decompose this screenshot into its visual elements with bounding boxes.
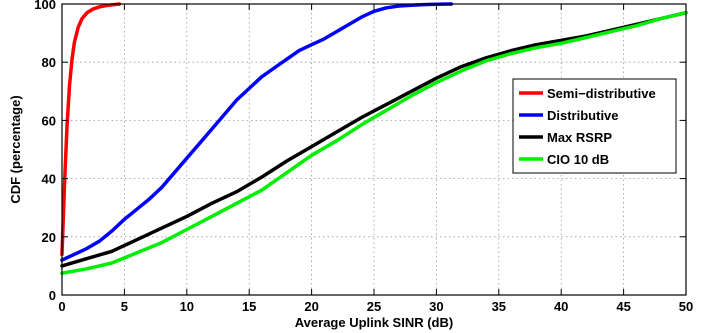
y-tick-labels: 0 20 40 60 80 100 bbox=[34, 0, 56, 303]
series-line bbox=[60, 10, 688, 275]
x-tick-label: 25 bbox=[367, 299, 381, 314]
x-tick-label: 35 bbox=[492, 299, 506, 314]
legend-label: CIO 10 dB bbox=[547, 152, 609, 167]
x-tick-label: 45 bbox=[616, 299, 630, 314]
y-tick-label: 40 bbox=[42, 172, 56, 187]
y-tick-label: 80 bbox=[42, 55, 56, 70]
x-tick-label: 5 bbox=[121, 299, 128, 314]
x-tick-label: 40 bbox=[554, 299, 568, 314]
legend-label: Max RSRP bbox=[547, 130, 612, 145]
y-tick-label: 20 bbox=[42, 230, 56, 245]
series-line bbox=[60, 2, 454, 262]
x-tick-label: 15 bbox=[242, 299, 256, 314]
y-tick-label: 0 bbox=[49, 288, 56, 303]
x-tick-label: 50 bbox=[679, 299, 693, 314]
tick-marks bbox=[61, 3, 687, 296]
x-tick-label: 20 bbox=[304, 299, 318, 314]
legend-label: Semi−distributive bbox=[547, 86, 656, 101]
y-axis-label: CDF (percentage) bbox=[8, 95, 23, 203]
legend-label: Distributive bbox=[547, 108, 619, 123]
x-tick-label: 10 bbox=[180, 299, 194, 314]
series-lines bbox=[60, 2, 688, 275]
x-tick-label: 0 bbox=[58, 299, 65, 314]
x-tick-labels: 0 5 10 15 20 25 30 35 40 45 50 bbox=[58, 299, 693, 314]
x-axis-label: Average Uplink SINR (dB) bbox=[295, 315, 453, 330]
y-tick-label: 100 bbox=[34, 0, 56, 12]
y-tick-label: 60 bbox=[42, 113, 56, 128]
x-tick-label: 30 bbox=[429, 299, 443, 314]
legend: Semi−distributive Distributive Max RSRP CIO… bbox=[512, 78, 677, 174]
series-line bbox=[60, 2, 122, 257]
